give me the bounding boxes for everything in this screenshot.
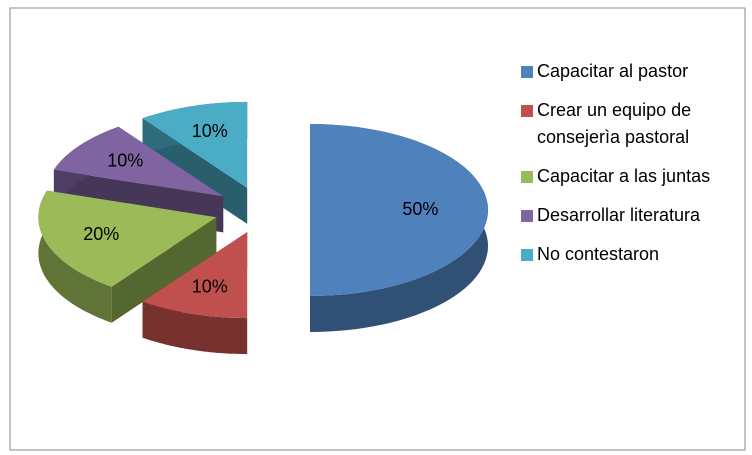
- legend-entry: Desarrollar literatura: [521, 202, 747, 229]
- data-label: 10%: [192, 276, 228, 296]
- slice-top: [310, 124, 488, 296]
- legend-swatch: [521, 249, 533, 261]
- legend-entry: No contestaron: [521, 241, 747, 268]
- legend-label: Crear un equipo de consejerìa pastoral: [537, 100, 692, 147]
- legend-label: Capacitar al pastor: [537, 61, 689, 81]
- slice-side: [38, 190, 112, 323]
- legend: Capacitar al pastor Crear un equipo de co…: [521, 58, 747, 280]
- data-label: 10%: [107, 151, 143, 171]
- legend-entry: Capacitar al pastor: [521, 58, 747, 85]
- legend-swatch: [521, 66, 533, 78]
- legend-entry: Capacitar a las juntas: [521, 163, 747, 190]
- data-label: 10%: [192, 121, 228, 141]
- slice-top: [142, 101, 248, 188]
- slice-top: [142, 232, 248, 319]
- slice-top: [38, 190, 217, 287]
- legend-swatch: [521, 210, 533, 222]
- pie-slice: [310, 124, 488, 332]
- data-label: 20%: [83, 224, 119, 244]
- legend-label: Desarrollar literatura: [537, 205, 701, 225]
- data-label: 50%: [402, 199, 438, 219]
- legend-swatch: [521, 105, 533, 117]
- slice-top: [53, 126, 224, 197]
- legend-label: No contestaron: [537, 244, 660, 264]
- slice-side: [142, 301, 248, 355]
- pie-slice: [142, 232, 248, 355]
- legend-label: Capacitar a las juntas: [537, 166, 711, 186]
- legend-entry: Crear un equipo de consejerìa pastoral: [521, 97, 747, 151]
- legend-swatch: [521, 171, 533, 183]
- pie-slice: [38, 190, 217, 323]
